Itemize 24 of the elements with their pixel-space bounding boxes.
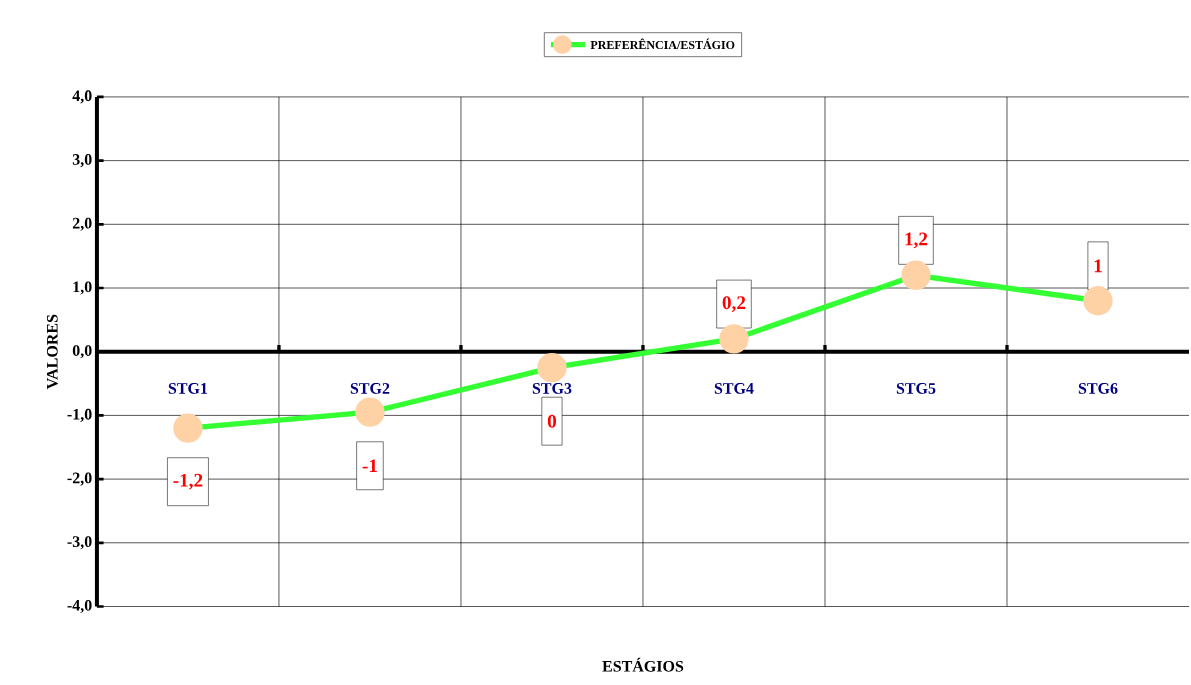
x-tick-label: STG4 — [714, 382, 754, 394]
y-tick-label: -2,0 — [67, 472, 92, 486]
y-tick-label: -1,0 — [67, 408, 92, 422]
data-label: 0,2 — [722, 295, 746, 312]
x-tick-label: STG1 — [168, 382, 208, 394]
y-tick-label: 0,0 — [72, 344, 92, 359]
data-label: -1,2 — [173, 473, 203, 490]
y-tick-label: 2,0 — [72, 217, 92, 231]
data-label: 1,2 — [905, 232, 928, 248]
data-label: -1 — [362, 459, 377, 472]
data-label: 1 — [1094, 259, 1102, 272]
data-label: 0 — [547, 414, 557, 428]
y-tick-label: 3,0 — [72, 153, 92, 167]
x-tick-label: STG2 — [350, 382, 390, 394]
legend-label: PREFERÊNCIA/ESTÁGIO — [590, 38, 735, 49]
y-tick-label: -3,0 — [67, 536, 92, 550]
x-tick-label: STG3 — [532, 382, 572, 394]
x-tick-label: STG5 — [896, 382, 936, 394]
x-axis-title: ESTÁGIOS — [602, 657, 684, 672]
y-tick-label: 4,0 — [72, 90, 92, 104]
y-axis-title: VALORES — [46, 314, 58, 389]
x-tick-label: STG6 — [1078, 382, 1118, 394]
y-tick-label: -4,0 — [67, 599, 92, 613]
y-tick-label: 1,0 — [73, 281, 92, 295]
